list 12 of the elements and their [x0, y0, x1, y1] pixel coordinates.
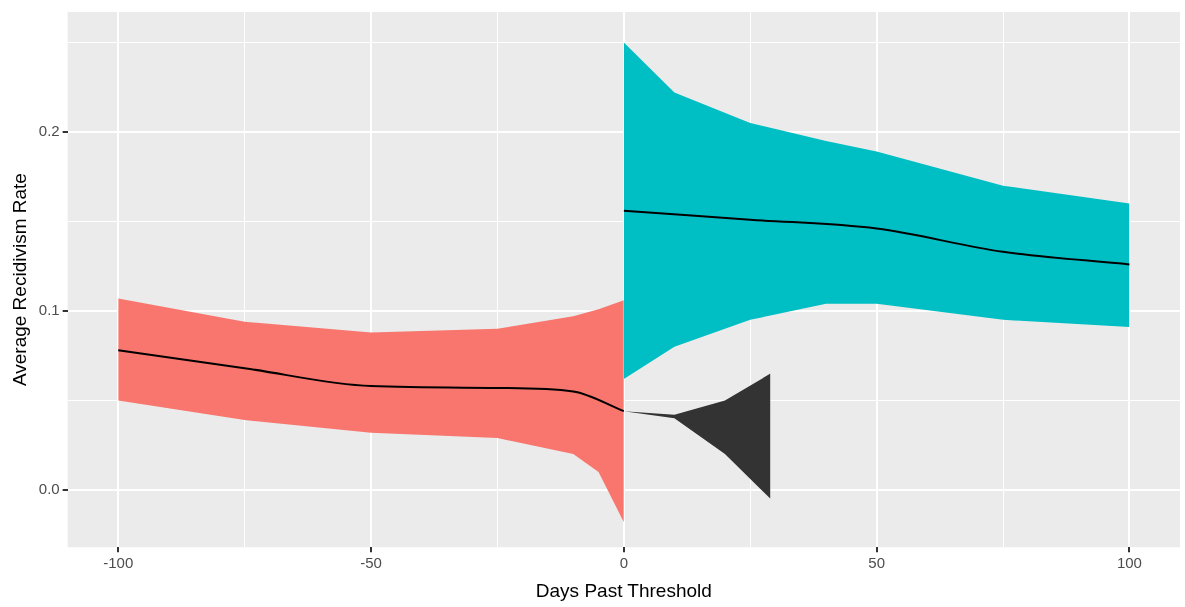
- y-tick-label: 0.2: [38, 122, 60, 140]
- x-tick-label: 100: [1116, 554, 1142, 572]
- line-series: [622, 209, 1131, 266]
- x-tick-label: -50: [360, 554, 382, 572]
- y-tick-label: 0.0: [38, 480, 60, 498]
- x-axis-title: Days Past Threshold: [535, 579, 712, 601]
- y-tick-label: 0.1: [38, 301, 60, 319]
- line-series: [117, 349, 625, 413]
- y-axis-title: Average Recidivism Rate: [8, 173, 30, 387]
- x-tick-label: 50: [868, 554, 885, 572]
- x-tick-label: -100: [103, 554, 134, 572]
- x-tick-label: 0: [619, 554, 628, 572]
